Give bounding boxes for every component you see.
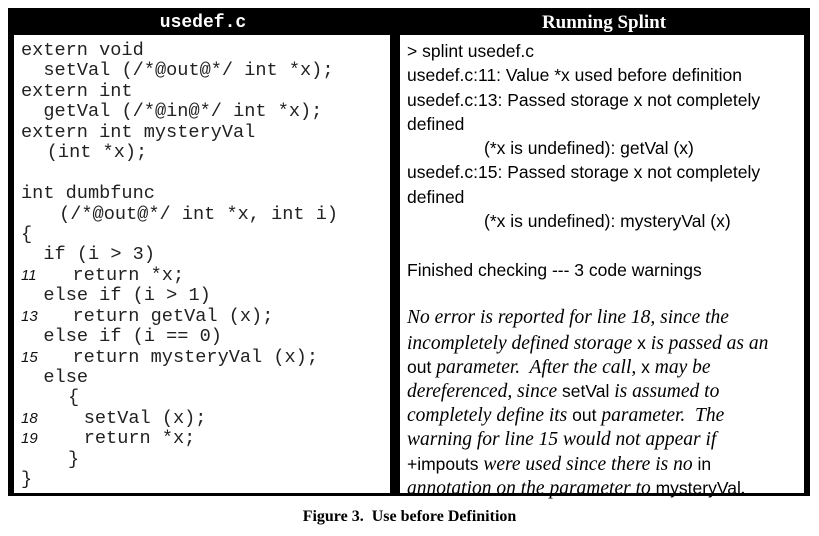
code-listing: extern void setVal (/*@out@*/ int *x); ext…: [14, 40, 390, 491]
output-line: (*x is undefined): mysteryVal (x): [484, 211, 731, 232]
code-text: {: [21, 223, 33, 245]
code-text: return getVal (x);: [72, 305, 274, 327]
output-line: usedef.c:15: Passed storage x not comple…: [407, 162, 761, 183]
code-line: extern int mysteryVal: [14, 121, 390, 143]
output-line: defined: [407, 186, 465, 207]
output-line: Finished checking --- 3 code warnings: [407, 259, 702, 280]
output-line: [407, 233, 800, 257]
explanation-text: .: [740, 478, 746, 500]
line-number: 13: [21, 307, 38, 325]
code-text: }: [21, 469, 33, 491]
explanation-paragraph: No error is reported for line 18, since …: [407, 306, 800, 500]
code-term: setVal: [562, 381, 610, 402]
explanation-text: annotation on the parameter to: [407, 478, 656, 500]
explanation-line: incompletely defined storage x is passed…: [407, 331, 800, 355]
code-line: }: [14, 469, 390, 491]
code-term: +impouts: [407, 454, 479, 475]
code-text: {: [68, 387, 80, 409]
explanation-text: No error is reported for line 18, since …: [407, 307, 729, 329]
code-line: }: [14, 448, 390, 470]
code-text: return *x;: [83, 428, 196, 450]
code-text: setVal (x);: [83, 407, 207, 429]
code-text: else if (i > 1): [43, 285, 211, 307]
code-term: out: [407, 356, 432, 377]
explanation-text: warning for line 15 would not appear if: [407, 428, 717, 450]
explanation-line: annotation on the parameter to mysteryVa…: [407, 476, 800, 500]
explanation-text: were used since there is no: [478, 454, 698, 476]
explanation-line: warning for line 15 would not appear if: [407, 428, 800, 452]
code-text: getVal (/*@in@*/ int *x);: [43, 101, 323, 123]
explanation-line: No error is reported for line 18, since …: [407, 306, 800, 330]
output-line: > splint usedef.c: [407, 41, 534, 61]
code-line: else: [14, 367, 390, 388]
code-line: (int *x);: [14, 142, 390, 164]
figure-caption: Figure 3. Use before Definition: [302, 508, 517, 525]
code-line: getVal (/*@in@*/ int *x);: [14, 101, 390, 123]
explanation-text: incompletely defined storage: [407, 332, 638, 354]
output-line: (*x is undefined): getVal (x): [484, 138, 694, 159]
code-line: 19 return *x;: [14, 428, 390, 450]
code-text: (int *x);: [46, 142, 148, 164]
code-term: out: [572, 405, 597, 426]
code-line: (/*@out@*/ int *x, int i): [14, 203, 390, 225]
explanation-text: is assumed to: [609, 381, 720, 403]
explanation-text: parameter. The: [596, 405, 725, 427]
splint-output: > splint usedef.c usedef.c:11: Value *x u…: [407, 39, 800, 501]
code-line: int dumbfunc: [14, 183, 390, 205]
code-line: 15 return mysteryVal (x);: [14, 346, 390, 368]
code-panel-header: usedef.c: [159, 13, 247, 33]
output-line: defined: [407, 113, 465, 134]
output-line: usedef.c:11: Value *x used before defini…: [407, 65, 742, 86]
explanation-text: dereferenced, since: [407, 381, 563, 403]
explanation-line: +impouts were used since there is no in: [407, 452, 800, 476]
code-panel: extern void setVal (/*@out@*/ int *x); ext…: [14, 35, 390, 493]
output-line: [407, 282, 800, 306]
code-term: x: [637, 332, 646, 353]
code-line: 11 return *x;: [14, 264, 390, 286]
code-text: }: [68, 448, 80, 470]
line-number: 15: [21, 348, 38, 366]
code-text: extern int mysteryVal: [21, 121, 256, 143]
explanation-line: completely define its out parameter. The: [407, 403, 800, 427]
code-line: setVal (/*@out@*/ int *x);: [14, 60, 390, 82]
code-line: else if (i > 1): [14, 285, 390, 307]
line-number: 18: [21, 409, 38, 427]
code-text: else: [43, 367, 89, 388]
explanation-text: completely define its: [407, 405, 573, 427]
output-panel-header: Running Splint: [541, 12, 667, 33]
code-line: [14, 164, 390, 184]
output-line: usedef.c:13: Passed storage x not comple…: [407, 89, 761, 110]
code-line: extern void: [14, 40, 390, 61]
figure-table: usedef.c Running Splint extern void setVa…: [8, 8, 810, 499]
code-line: extern int: [14, 80, 390, 102]
line-number: 11: [21, 266, 37, 284]
code-text: int dumbfunc: [21, 183, 155, 205]
code-line: 13 return getVal (x);: [14, 305, 390, 327]
code-text: else if (i == 0): [43, 326, 222, 348]
output-panel: > splint usedef.c usedef.c:11: Value *x u…: [400, 35, 804, 499]
code-line: else if (i == 0): [14, 326, 390, 348]
line-number: 19: [21, 430, 38, 448]
code-line: {: [14, 223, 390, 245]
explanation-text: may be: [649, 356, 711, 378]
code-text: return *x;: [72, 264, 185, 286]
code-line: {: [14, 387, 390, 409]
explanation-line: out parameter. After the call, x may be: [407, 355, 800, 379]
explanation-text: parameter. After the call,: [431, 356, 642, 378]
explanation-line: dereferenced, since setVal is assumed to: [407, 379, 800, 403]
explanation-text: is passed as an: [645, 332, 769, 354]
code-line: if (i > 3): [14, 244, 390, 266]
code-text: return mysteryVal (x);: [72, 346, 318, 368]
code-term: mysteryVal: [655, 478, 741, 499]
code-text: if (i > 3): [43, 244, 155, 266]
code-text: extern int: [21, 80, 133, 102]
code-term: x: [641, 356, 650, 377]
code-text: (/*@out@*/ int *x, int i): [59, 203, 339, 225]
code-line: 18 setVal (x);: [14, 407, 390, 429]
code-term: in: [697, 454, 712, 475]
code-text: extern void: [21, 40, 144, 61]
code-text: setVal (/*@out@*/ int *x);: [43, 60, 334, 82]
